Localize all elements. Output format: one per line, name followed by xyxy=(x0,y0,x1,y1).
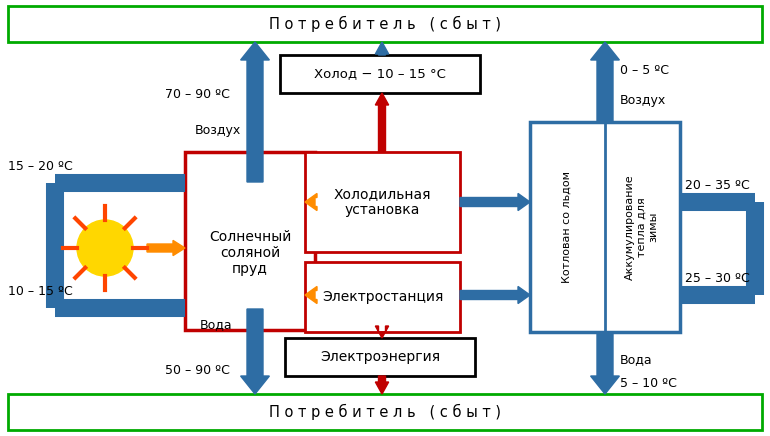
FancyArrow shape xyxy=(240,309,270,394)
Text: 70 – 90 ºC: 70 – 90 ºC xyxy=(165,89,230,102)
FancyArrow shape xyxy=(375,326,389,338)
Text: Электростанция: Электростанция xyxy=(322,290,444,304)
Text: Холодильная
установка: Холодильная установка xyxy=(333,187,431,217)
Bar xyxy=(305,262,460,332)
FancyArrow shape xyxy=(240,42,270,182)
FancyArrow shape xyxy=(305,286,317,303)
Text: Холод − 10 – 15 °С: Холод − 10 – 15 °С xyxy=(314,68,446,81)
Text: 50 – 90 ºC: 50 – 90 ºC xyxy=(165,364,230,377)
Text: Солнечный
соляной
пруд: Солнечный соляной пруд xyxy=(209,230,291,276)
Text: Воздух: Воздух xyxy=(620,93,666,106)
Text: 10 – 15 ºC: 10 – 15 ºC xyxy=(8,285,72,298)
Bar xyxy=(530,122,680,332)
FancyArrow shape xyxy=(375,93,389,152)
FancyArrow shape xyxy=(375,376,389,394)
Bar xyxy=(185,152,315,330)
Bar xyxy=(8,6,762,42)
Text: 20 – 35 ºC: 20 – 35 ºC xyxy=(685,179,750,192)
FancyArrow shape xyxy=(375,42,389,55)
FancyArrow shape xyxy=(147,240,185,255)
Text: 15 – 20 ºC: 15 – 20 ºC xyxy=(8,160,72,173)
Text: 5 – 10 ºC: 5 – 10 ºC xyxy=(620,377,677,389)
Bar xyxy=(285,338,475,376)
Bar xyxy=(8,394,762,430)
Text: 25 – 30 ºC: 25 – 30 ºC xyxy=(685,272,750,285)
FancyArrow shape xyxy=(460,286,530,303)
Text: П о т р е б и т е л ь   ( с б ы т ): П о т р е б и т е л ь ( с б ы т ) xyxy=(269,16,501,32)
Text: Котлован со льдом: Котлован со льдом xyxy=(562,171,572,283)
Text: Электроэнергия: Электроэнергия xyxy=(320,350,440,364)
Bar xyxy=(280,55,480,93)
FancyArrow shape xyxy=(591,332,619,394)
Circle shape xyxy=(77,220,133,276)
Text: Воздух: Воздух xyxy=(195,123,241,136)
Text: Аккумулирование
тепла для
зимы: Аккумулирование тепла для зимы xyxy=(625,174,658,280)
Text: П о т р е б и т е л ь   ( с б ы т ): П о т р е б и т е л ь ( с б ы т ) xyxy=(269,404,501,420)
Text: Вода: Вода xyxy=(200,318,233,331)
FancyArrow shape xyxy=(305,194,317,211)
Text: Вода: Вода xyxy=(620,354,653,367)
FancyArrow shape xyxy=(591,42,619,122)
Text: 0 – 5 ºC: 0 – 5 ºC xyxy=(620,64,669,76)
FancyArrow shape xyxy=(460,194,530,211)
Bar xyxy=(305,152,460,252)
